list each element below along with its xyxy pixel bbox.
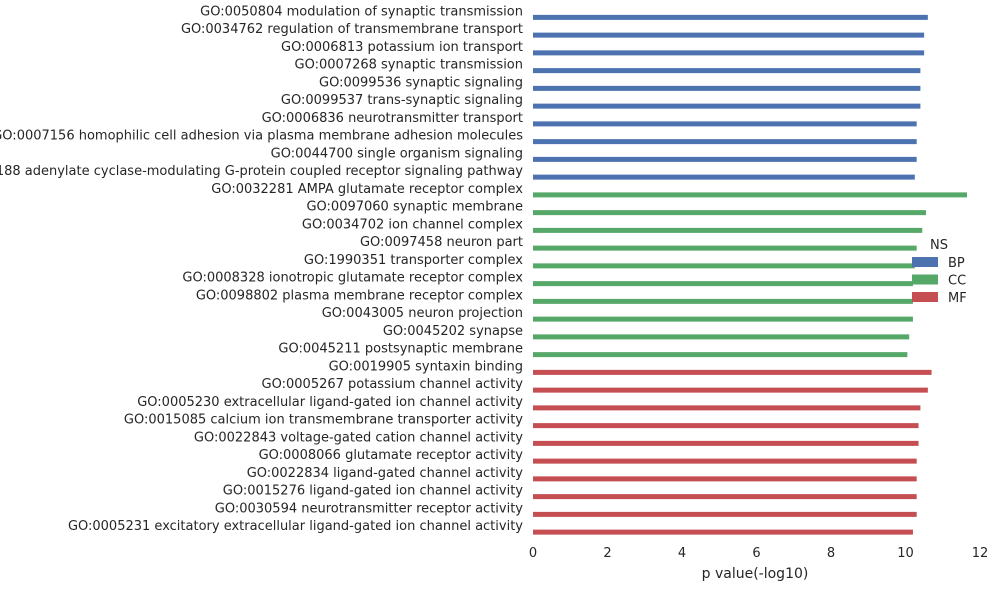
bar-bp (533, 139, 917, 145)
bar-bp (533, 50, 925, 56)
category-label: GO:0032281 AMPA glutamate receptor compl… (211, 182, 523, 197)
category-label: GO:0098802 plasma membrane receptor comp… (196, 288, 523, 303)
bar-cc (533, 227, 923, 233)
bar-cc (533, 263, 915, 269)
bar-cc (533, 298, 913, 304)
category-label: GO:0006836 neurotransmitter transport (262, 111, 523, 126)
category-label: GO:0015276 ligand-gated ion channel acti… (223, 484, 524, 499)
bar-cc (533, 352, 908, 358)
x-axis-label: p value(-log10) (702, 566, 809, 582)
bar-mf (533, 529, 913, 535)
category-labels: GO:0050804 modulation of synaptic transm… (0, 4, 523, 534)
bar-mf (533, 476, 917, 482)
category-label: GO:0019905 syntaxin binding (329, 359, 523, 374)
bar-cc (533, 245, 917, 251)
legend-label-bp: BP (948, 256, 965, 271)
x-tick-label: 8 (827, 546, 835, 561)
x-tick-label: 10 (897, 546, 914, 561)
bar-bp (533, 85, 921, 91)
x-tick-label: 4 (678, 546, 686, 561)
category-label: GO:0097458 neuron part (360, 235, 523, 250)
category-label: GO:0022843 voltage-gated cation channel … (194, 430, 523, 445)
x-tick-label: 6 (752, 546, 760, 561)
bar-bp (533, 14, 928, 20)
bar-cc (533, 316, 913, 322)
category-label: GO:0034762 regulation of transmembrane t… (181, 22, 523, 37)
bar-mf (533, 440, 919, 446)
bar-mf (533, 511, 917, 517)
bar-cc (533, 192, 967, 198)
bar-cc (533, 210, 926, 216)
x-tick-label: 2 (603, 546, 611, 561)
bar-bp (533, 121, 917, 127)
category-label: GO:0005267 potassium channel activity (262, 377, 524, 392)
category-label: GO:0099536 synaptic signaling (319, 75, 523, 90)
category-label: GO:0006813 potassium ion transport (281, 40, 523, 55)
category-label: GO:0097060 synaptic membrane (306, 200, 523, 215)
bar-cc (533, 281, 913, 287)
x-tick-label: 12 (972, 546, 989, 561)
bar-bp (533, 103, 921, 109)
category-label: GO:0005230 extracellular ligand-gated io… (137, 395, 523, 410)
category-label: GO:0022834 ligand-gated channel activity (247, 466, 524, 481)
category-label: GO:0099537 trans-synaptic signaling (281, 93, 523, 108)
bar-mf (533, 494, 917, 500)
category-label: GO:0030594 neurotransmitter receptor act… (215, 501, 524, 516)
x-axis: 0 2 4 6 8 10 12 (529, 546, 988, 561)
bar-bp (533, 32, 925, 38)
category-label: GO:0034702 ion channel complex (302, 217, 523, 232)
legend-label-mf: MF (948, 291, 967, 306)
bar-mf (533, 423, 919, 429)
category-label: GO:0015085 calcium ion transmembrane tra… (124, 413, 523, 428)
category-label: GO:0008066 glutamate receptor activity (259, 448, 524, 463)
category-label: GO:0050804 modulation of synaptic transm… (200, 4, 523, 19)
category-label: GO:1990351 transporter complex (304, 253, 523, 268)
category-label: GO:0008328 ionotropic glutamate receptor… (182, 271, 523, 286)
category-label: GO:0044700 single organism signaling (271, 146, 523, 161)
bars-layer (533, 14, 967, 535)
category-label: GO:0007156 homophilic cell adhesion via … (0, 129, 523, 144)
bar-bp (533, 174, 915, 180)
legend-swatch-bp (912, 257, 938, 267)
category-label: GO:0043005 neuron projection (322, 306, 523, 321)
legend-label-cc: CC (948, 274, 966, 289)
category-label: GO:0045202 synapse (383, 324, 523, 339)
legend-swatch-mf (912, 292, 938, 302)
legend-title: NS (930, 238, 948, 253)
bar-mf (533, 405, 921, 411)
category-label: GO:0007268 synaptic transmission (295, 58, 523, 73)
x-tick-label: 0 (529, 546, 537, 561)
category-label: GO:0045211 postsynaptic membrane (278, 342, 523, 357)
bar-bp (533, 156, 917, 162)
bar-mf (533, 458, 917, 464)
category-label: GO:0007188 adenylate cyclase-modulating … (0, 164, 523, 179)
bar-bp (533, 68, 921, 74)
bar-mf (533, 387, 928, 393)
category-label: GO:0005231 excitatory extracellular liga… (68, 519, 523, 534)
legend-swatch-cc (912, 274, 938, 285)
bar-mf (533, 369, 932, 375)
legend: NS BP CC MF (912, 238, 967, 306)
bar-cc (533, 334, 910, 340)
